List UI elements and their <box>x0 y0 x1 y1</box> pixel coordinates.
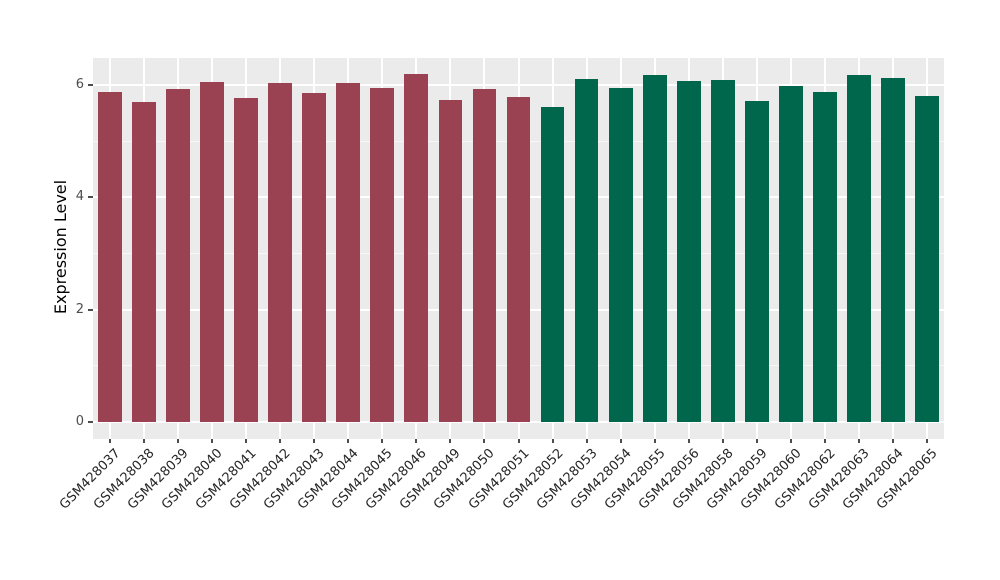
bar-GSM428042 <box>268 83 293 422</box>
bar-GSM428040 <box>200 81 225 422</box>
y-tick-4 <box>88 196 93 199</box>
bar-GSM428050 <box>472 88 497 422</box>
bar-GSM428043 <box>302 93 327 422</box>
y-tick-0 <box>88 421 93 423</box>
x-tick-GSM428050 <box>483 439 486 443</box>
x-tick-GSM428040 <box>211 439 214 443</box>
x-tick-GSM428038 <box>143 439 146 443</box>
bar-GSM428056 <box>676 81 701 422</box>
x-tick-GSM428041 <box>245 439 248 443</box>
x-tick-GSM428039 <box>177 439 180 443</box>
x-tick-GSM428053 <box>585 439 588 443</box>
x-tick-GSM428063 <box>857 439 860 443</box>
x-tick-GSM428056 <box>687 439 690 443</box>
y-axis-title: Expression Level <box>51 179 70 315</box>
x-tick-GSM428054 <box>619 439 622 443</box>
y-tick-label-2: 2 <box>75 301 84 317</box>
y-tick-label-0: 0 <box>75 414 84 429</box>
x-tick-GSM428051 <box>517 439 520 443</box>
bar-GSM428039 <box>166 88 190 422</box>
bar-GSM428045 <box>370 88 395 422</box>
bar-GSM428060 <box>778 85 803 422</box>
x-tick-GSM428059 <box>755 439 758 443</box>
x-tick-GSM428055 <box>653 439 656 443</box>
bar-GSM428063 <box>846 74 871 422</box>
bar-GSM428054 <box>608 88 633 422</box>
x-tick-GSM428042 <box>279 439 282 443</box>
bar-GSM428058 <box>710 79 735 422</box>
x-tick-GSM428062 <box>823 439 826 443</box>
bar-GSM428053 <box>574 79 599 422</box>
x-tick-GSM428065 <box>925 439 928 443</box>
x-tick-GSM428045 <box>381 439 384 443</box>
x-tick-GSM428049 <box>449 439 452 443</box>
bar-GSM428062 <box>812 92 837 422</box>
y-tick-6 <box>88 83 93 86</box>
bar-GSM428064 <box>881 77 905 422</box>
bar-GSM428044 <box>336 83 361 422</box>
x-tick-GSM428060 <box>789 439 792 443</box>
bar-GSM428037 <box>98 92 122 422</box>
x-tick-GSM428037 <box>109 439 112 443</box>
bar-GSM428055 <box>642 75 667 422</box>
y-tick-2 <box>88 308 93 311</box>
bar-GSM428051 <box>506 96 531 422</box>
bar-GSM428052 <box>540 106 565 422</box>
bar-GSM428049 <box>438 99 463 422</box>
bar-GSM428041 <box>234 97 259 422</box>
y-tick-label-6: 6 <box>75 76 84 92</box>
bar-GSM428038 <box>132 102 156 422</box>
x-tick-GSM428064 <box>891 439 894 443</box>
x-tick-GSM428046 <box>415 439 418 443</box>
y-tick-label-4: 4 <box>75 189 84 205</box>
bar-GSM428046 <box>404 74 429 422</box>
bar-GSM428065 <box>915 95 939 422</box>
x-tick-GSM428044 <box>347 439 350 443</box>
x-tick-GSM428058 <box>721 439 724 443</box>
x-tick-GSM428052 <box>551 439 554 443</box>
x-tick-GSM428043 <box>313 439 316 443</box>
plot-panel <box>93 58 944 439</box>
bar-GSM428059 <box>744 100 769 422</box>
